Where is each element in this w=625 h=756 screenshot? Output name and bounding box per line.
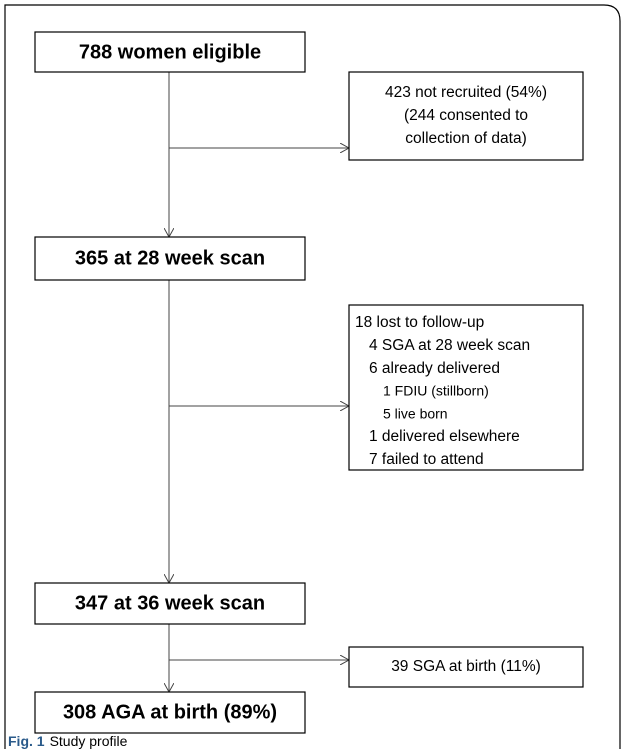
- caption-label: Fig. 1: [8, 733, 45, 749]
- box-line: 4 SGA at 28 week scan: [369, 337, 530, 354]
- box: [348, 304, 584, 471]
- box: [34, 691, 306, 734]
- box-line: 6 already delivered: [369, 360, 500, 377]
- box: [34, 582, 306, 625]
- box: [34, 31, 306, 73]
- box-line: 1 FDIU (stillborn): [383, 383, 489, 399]
- frame: [4, 4, 621, 749]
- box-label: 347 at 36 week scan: [75, 592, 265, 614]
- box-label: 308 AGA at birth (89%): [63, 701, 277, 723]
- box: [348, 646, 584, 688]
- box: [348, 71, 584, 161]
- box-label: 788 women eligible: [79, 41, 261, 63]
- box-label: 39 SGA at birth (11%): [391, 658, 541, 675]
- box-line: 18 lost to follow-up: [355, 314, 484, 331]
- box-label: 365 at 28 week scan: [75, 247, 265, 269]
- box-line: 7 failed to attend: [369, 451, 484, 468]
- box-line: (244 consented to: [404, 107, 528, 124]
- caption-text: Study profile: [50, 733, 128, 749]
- box: [34, 236, 306, 281]
- box-line: 5 live born: [383, 406, 448, 422]
- caption: Fig. 1 Study profile: [8, 733, 128, 749]
- box-line: 1 delivered elsewhere: [369, 428, 520, 445]
- box-line: 423 not recruited (54%): [385, 84, 547, 101]
- box-line: collection of data): [405, 130, 527, 147]
